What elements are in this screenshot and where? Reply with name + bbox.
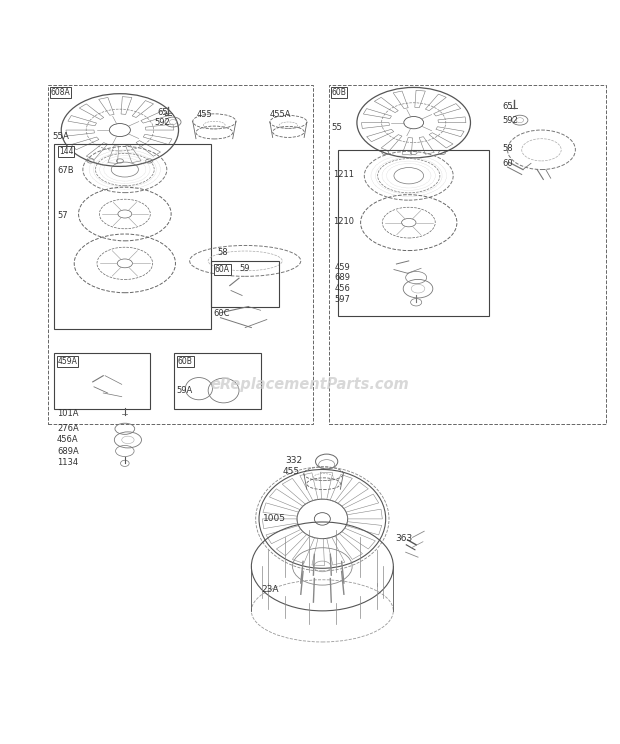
Text: 57: 57: [57, 211, 68, 219]
Bar: [54, 353, 149, 409]
Text: 459: 459: [335, 263, 350, 272]
Text: 689A: 689A: [57, 446, 79, 455]
Text: 597: 597: [335, 295, 350, 304]
Text: 60C: 60C: [214, 310, 230, 318]
Bar: [48, 85, 313, 425]
Text: 456: 456: [335, 284, 350, 293]
Text: 459A: 459A: [58, 357, 78, 366]
Bar: [174, 353, 260, 409]
Bar: [329, 85, 606, 425]
Text: 55A: 55A: [52, 132, 69, 141]
Text: 144: 144: [59, 147, 73, 156]
Text: eReplacementParts.com: eReplacementParts.com: [211, 377, 409, 392]
Text: 1134: 1134: [57, 458, 78, 466]
Text: 23A: 23A: [262, 585, 280, 594]
Text: 1210: 1210: [334, 217, 355, 226]
Text: 592: 592: [154, 118, 170, 126]
Text: 59A: 59A: [177, 386, 193, 395]
Text: 59: 59: [239, 264, 249, 273]
Text: 65: 65: [157, 108, 167, 117]
Text: 55: 55: [332, 123, 343, 132]
Bar: [54, 144, 211, 329]
Text: 60: 60: [503, 159, 513, 168]
Text: 332: 332: [285, 456, 303, 466]
Text: 363: 363: [395, 534, 412, 543]
Text: 65: 65: [503, 102, 513, 111]
Text: 276A: 276A: [57, 424, 79, 433]
Text: 455: 455: [283, 467, 300, 476]
Text: 1005: 1005: [263, 514, 286, 523]
Text: 60A: 60A: [215, 265, 230, 274]
Text: 67B: 67B: [57, 167, 74, 176]
Text: 101A: 101A: [57, 409, 79, 418]
Text: 455A: 455A: [270, 110, 291, 119]
Text: 1211: 1211: [334, 170, 355, 179]
Text: 58: 58: [503, 144, 513, 153]
Text: 58: 58: [218, 248, 228, 257]
Bar: [338, 150, 489, 316]
Text: 60B: 60B: [178, 357, 193, 366]
Text: 456A: 456A: [57, 435, 79, 444]
Bar: [211, 261, 279, 307]
Text: 689: 689: [335, 273, 351, 282]
Text: 592: 592: [503, 115, 518, 125]
Text: 60B: 60B: [332, 88, 347, 97]
Text: 455: 455: [197, 110, 212, 119]
Text: 608A: 608A: [51, 88, 71, 97]
